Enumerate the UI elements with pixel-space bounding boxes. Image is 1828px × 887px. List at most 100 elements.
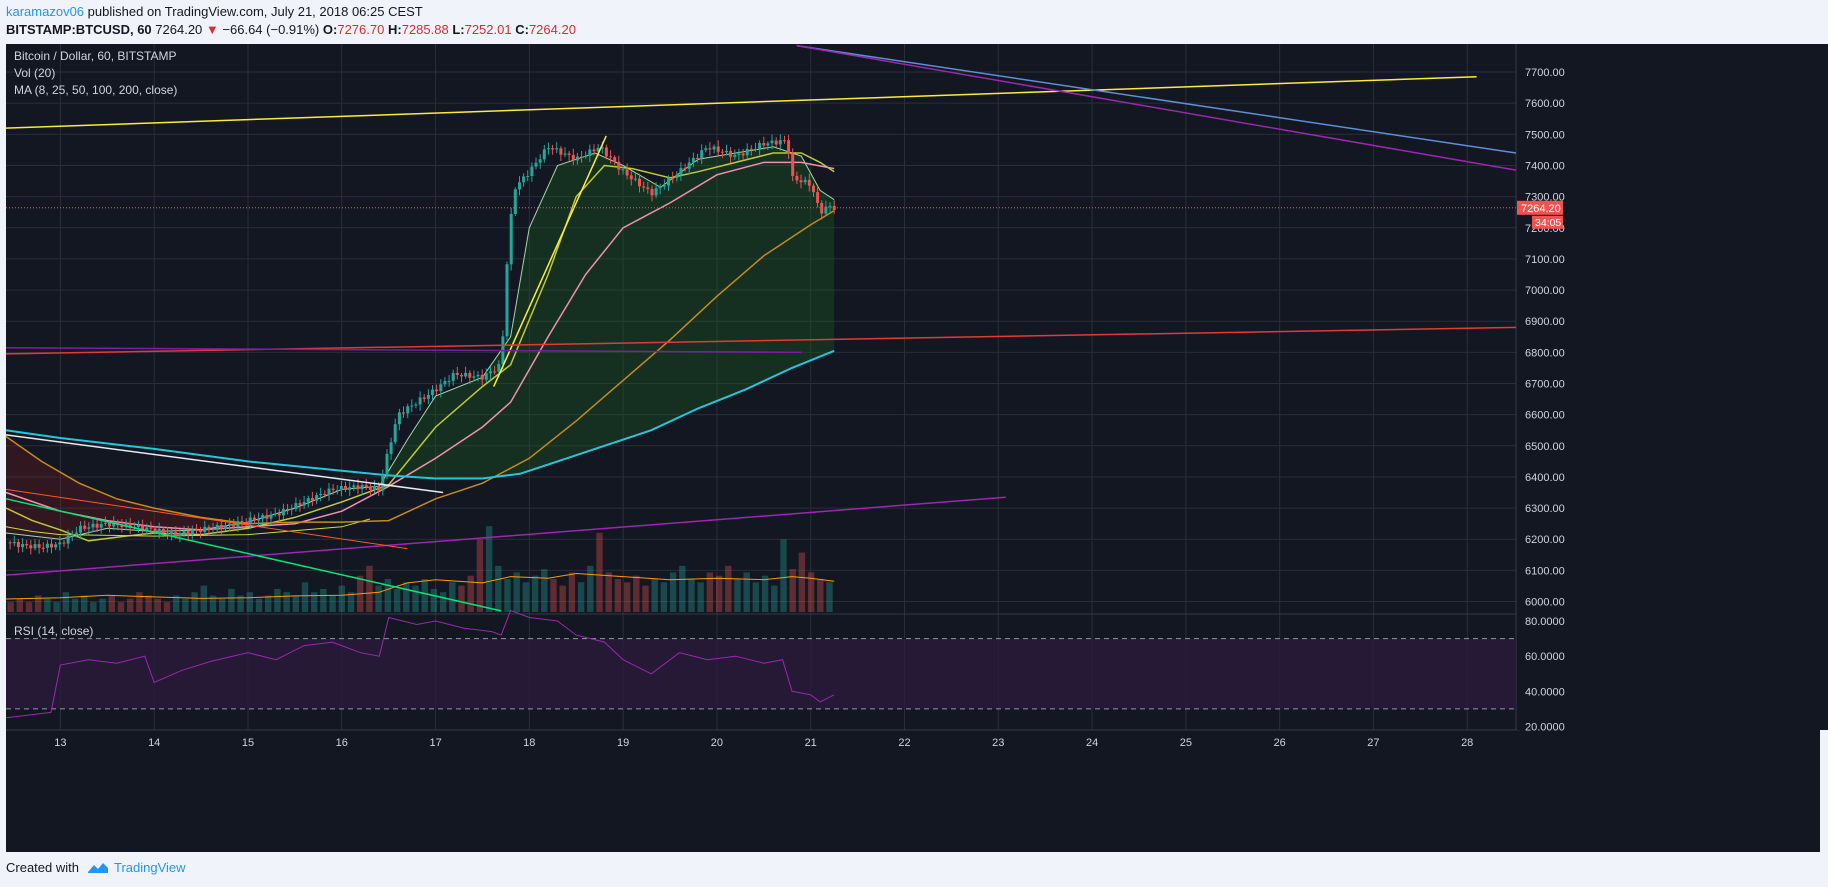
candle-body	[828, 205, 832, 207]
candle-body	[373, 486, 376, 490]
volume-bar	[274, 588, 281, 612]
price-tick-label: 6300.00	[1525, 503, 1565, 515]
candle-body	[418, 397, 422, 405]
volume-bar	[706, 572, 714, 612]
volume-bar	[504, 579, 511, 612]
candle-body	[435, 389, 439, 392]
candle-body	[443, 381, 447, 385]
volume-bar	[826, 582, 833, 612]
candle-body	[108, 522, 111, 527]
candle-body	[290, 509, 294, 510]
chart-canvas[interactable]: 6000.00 6100.00 6200.00 6300.00 6400.00 6500.…	[0, 44, 1828, 854]
volume-bar	[393, 588, 401, 612]
candle-body	[95, 523, 99, 528]
volume-bar	[246, 592, 253, 612]
candle-body	[252, 517, 256, 521]
publish-line: karamazov06 published on TradingView.com…	[6, 4, 423, 19]
candle-body	[368, 486, 372, 490]
trend-line	[5, 75, 1477, 129]
volume-bar	[311, 592, 318, 612]
rsi-tick-label: 60.0000	[1525, 651, 1565, 663]
candle-body	[567, 153, 571, 155]
candle-body	[211, 528, 215, 530]
price-tick-label: 6400.00	[1525, 472, 1565, 484]
candle-body	[166, 532, 169, 535]
volume-bar	[25, 602, 33, 612]
volume-bar	[71, 598, 79, 612]
candle-body	[551, 148, 555, 150]
time-tick-label: 18	[523, 737, 535, 749]
candle-body	[269, 514, 273, 519]
volume-bar	[62, 592, 69, 612]
candle-body	[422, 397, 426, 399]
candle-body	[33, 544, 37, 549]
candle-body	[816, 192, 820, 203]
countdown-label: 34:05	[1535, 217, 1561, 229]
candle-body	[592, 149, 596, 152]
candle-body	[16, 542, 20, 548]
grid	[6, 44, 1520, 731]
volume-bar	[209, 595, 217, 612]
candle-body	[480, 374, 484, 380]
candle-body	[248, 517, 252, 523]
volume-bar	[182, 598, 189, 612]
candle-body	[546, 148, 550, 150]
candle-body	[344, 486, 347, 490]
candle-body	[725, 150, 728, 153]
candle-body	[174, 531, 178, 537]
time-axis[interactable]: 13 14 15 16 17 18 19 20 21 22 23 24 25 26 27 28	[54, 737, 1473, 749]
candle-body	[783, 140, 786, 142]
candle-body	[451, 372, 455, 381]
price-tick-label: 6600.00	[1525, 410, 1565, 422]
volume-bar	[283, 592, 290, 612]
candle-body	[273, 513, 277, 515]
candle-body	[758, 143, 762, 149]
volume-bar	[476, 539, 484, 612]
volume-bar	[633, 575, 640, 612]
tradingview-logo[interactable]: TradingView	[87, 860, 186, 875]
legend-title: Bitcoin / Dollar, 60, BITSTAMP	[14, 49, 177, 63]
candle-body	[381, 475, 385, 491]
candle-body	[83, 525, 87, 529]
volume-bar	[605, 572, 612, 612]
candle-body	[74, 532, 78, 534]
candle-body	[232, 523, 236, 527]
candle-body	[62, 542, 66, 544]
candle-body	[195, 529, 198, 531]
last-price-badge	[1517, 200, 1563, 215]
time-tick-label: 13	[54, 737, 66, 749]
candle-body	[534, 162, 538, 167]
time-tick-label: 20	[711, 737, 723, 749]
price-tick-label: 6900.00	[1525, 316, 1565, 328]
volume-bar	[255, 598, 263, 612]
ma-ribbon-fill-bearish	[6, 436, 248, 540]
candle-body	[29, 545, 33, 549]
time-tick-label: 22	[898, 737, 910, 749]
price-tick-label: 6700.00	[1525, 379, 1565, 391]
volume-bar	[596, 532, 603, 612]
candle-body	[319, 493, 323, 496]
candle-body	[331, 488, 335, 491]
author-link[interactable]: karamazov06	[6, 4, 85, 19]
created-with-text: Created with	[6, 860, 79, 875]
candle-body	[91, 523, 95, 528]
candle-body	[103, 522, 107, 524]
ma-line	[5, 209, 835, 525]
candle-body	[377, 486, 381, 491]
volume-bar	[807, 572, 815, 612]
candle-body	[650, 189, 654, 196]
time-tick-label: 27	[1367, 737, 1379, 749]
volume-bar	[163, 602, 171, 612]
candle-body	[522, 176, 526, 183]
time-tick-label: 14	[148, 737, 160, 749]
candle-body	[571, 154, 575, 161]
volume-bar	[375, 585, 382, 612]
candle-body	[58, 542, 62, 545]
candle-body	[604, 147, 608, 157]
candle-body	[489, 371, 492, 374]
volume-bars	[5, 526, 835, 612]
trend-lines[interactable]	[5, 44, 1517, 612]
volume-bar	[761, 575, 769, 612]
price-axis[interactable]: 6000.00 6100.00 6200.00 6300.00 6400.00 6500.…	[1517, 44, 1828, 734]
candle-body	[50, 543, 53, 548]
